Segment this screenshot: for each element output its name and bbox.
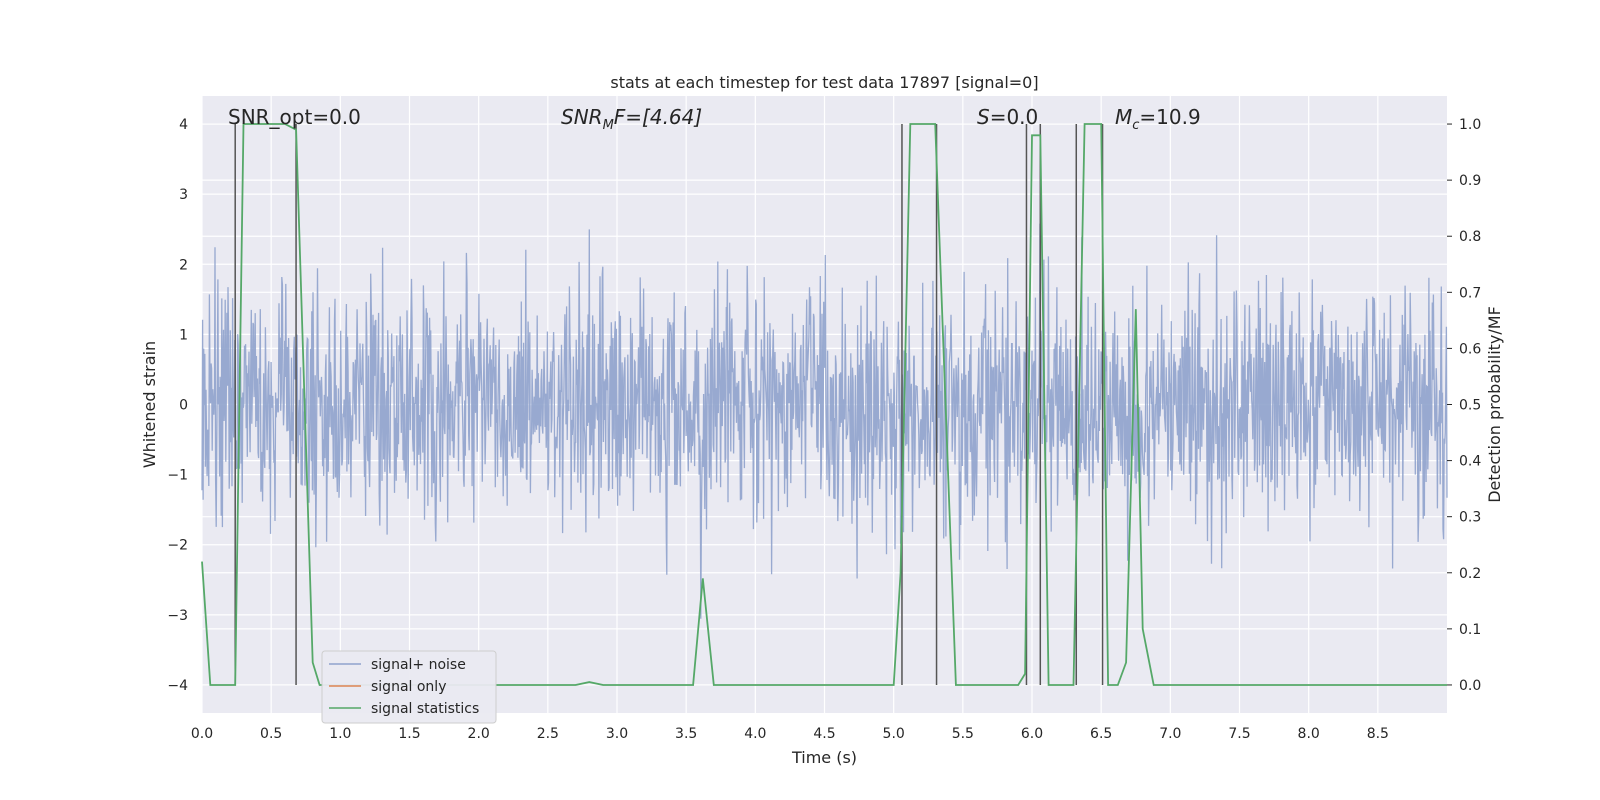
x-tick-label: 0.0	[191, 726, 213, 742]
y-left-tick-label: 4	[179, 117, 188, 133]
legend-label-signal-statistics: signal statistics	[371, 701, 479, 717]
y-right-tick-label: 0.9	[1459, 173, 1481, 189]
signal-plus-noise-line	[201, 223, 1448, 619]
x-tick-label: 8.0	[1298, 726, 1320, 742]
x-tick-label: 5.0	[883, 726, 905, 742]
y-right-tick-label: 0.6	[1459, 341, 1481, 357]
x-tick-label: 1.0	[329, 726, 351, 742]
y-left-tick-label: 2	[179, 257, 188, 273]
x-tick-label: 2.0	[468, 726, 490, 742]
annotation-snr-mf: SNRMF=[4.64]	[561, 105, 702, 133]
y-left-tick-labels: 4 3 2 1 0 −1 −2 −3 −4	[167, 117, 188, 694]
y-left-tick-label: −2	[167, 538, 188, 554]
x-tick-label: 5.5	[952, 726, 974, 742]
legend: signal+ noise signal only signal statist…	[321, 650, 497, 724]
x-tick-label: 7.0	[1159, 726, 1181, 742]
y-right-tick-label: 0.1	[1459, 622, 1481, 638]
x-tick-label: 3.0	[606, 726, 628, 742]
y-right-tick-label: 0.4	[1459, 454, 1481, 470]
annotation-s: S=0.0	[977, 105, 1038, 129]
y-right-tick-labels: 1.0 0.9 0.8 0.7 0.6 0.5 0.4 0.3 0.2 0.1 0.0	[1447, 117, 1481, 694]
x-tick-label: 4.5	[813, 726, 835, 742]
y-axis-label-left: Whitened strain	[140, 341, 159, 468]
chart-title: stats at each timestep for test data 178…	[610, 73, 1038, 92]
y-right-tick-label: 0.7	[1459, 285, 1481, 301]
y-left-tick-label: −3	[167, 608, 188, 624]
y-right-tick-label: 0.8	[1459, 229, 1481, 245]
legend-box	[321, 650, 497, 724]
y-left-tick-label: −4	[167, 678, 188, 694]
signal-statistics-line	[201, 123, 1447, 686]
series-signal-plus-noise	[201, 223, 1448, 619]
annotation-snr-opt: SNR_opt=0.0	[228, 105, 361, 129]
y-left-tick-label: 1	[179, 327, 188, 343]
x-tick-label: 2.5	[537, 726, 559, 742]
legend-label-signal-only: signal only	[371, 679, 446, 695]
y-left-tick-label: 3	[179, 187, 188, 203]
x-tick-label: 8.5	[1367, 726, 1389, 742]
y-right-tick-label: 1.0	[1459, 117, 1481, 133]
y-right-tick-label: 0.3	[1459, 510, 1481, 526]
y-left-tick-label: 0	[179, 398, 188, 414]
y-left-tick-label: −1	[167, 468, 188, 484]
x-tick-label: 6.0	[1021, 726, 1043, 742]
x-tick-label: 3.5	[675, 726, 697, 742]
x-tick-label: 1.5	[398, 726, 420, 742]
x-axis-label: Time (s)	[791, 748, 857, 767]
legend-label-signal-plus-noise: signal+ noise	[371, 657, 466, 673]
x-tick-label: 4.0	[744, 726, 766, 742]
series-signal-statistics	[201, 123, 1447, 686]
x-tick-label: 7.5	[1228, 726, 1250, 742]
x-tick-label: 6.5	[1090, 726, 1112, 742]
y-axis-label-right: Detection probability/MF	[1485, 306, 1504, 503]
y-right-tick-label: 0.0	[1459, 678, 1481, 694]
annotation-mc: Mc=10.9	[1115, 105, 1201, 133]
y-right-tick-label: 0.5	[1459, 398, 1481, 414]
y-right-tick-label: 0.2	[1459, 566, 1481, 582]
x-tick-label: 0.5	[260, 726, 282, 742]
x-tick-labels: 0.0 0.5 1.0 1.5 2.0 2.5 3.0 3.5 4.0 4.5 5.0 5.5 6.0 6…	[191, 726, 1389, 742]
